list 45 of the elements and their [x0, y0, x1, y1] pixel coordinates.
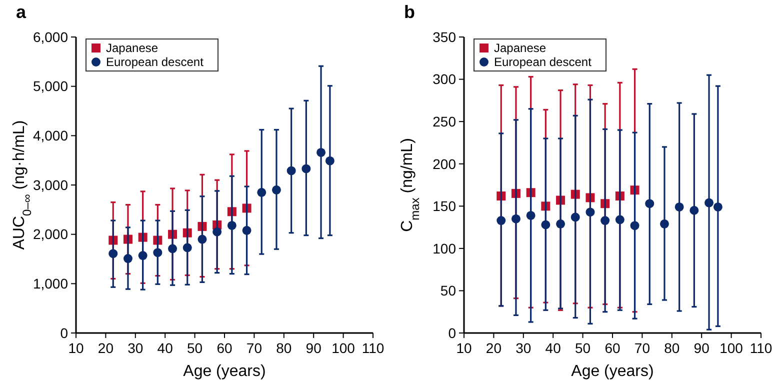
y-tick-label: 250	[432, 113, 456, 130]
y-tick-label: 1,000	[32, 276, 68, 292]
y-tick-label: 200	[432, 156, 456, 172]
x-axis-title: Age (years)	[183, 363, 266, 380]
y-tick-label: 0	[60, 324, 68, 341]
x-tick-label: 10	[456, 340, 472, 356]
chart-title: a	[16, 2, 27, 22]
x-axis-title: Age (years)	[571, 363, 654, 380]
y-tick-label: 100	[432, 240, 456, 256]
x-tick-label: 60	[604, 340, 620, 356]
y-tick-label: 2,000	[32, 226, 68, 242]
x-tick-label: 90	[694, 340, 710, 356]
legend-label: Japanese	[494, 41, 546, 56]
legend-label: Japanese	[106, 41, 158, 56]
y-tick-label: 300	[432, 71, 456, 88]
x-tick-label: 80	[276, 340, 292, 356]
y-tick-label: 4,000	[32, 128, 68, 144]
x-tick-label: 110	[750, 340, 772, 356]
x-tick-label: 10	[68, 340, 84, 356]
x-tick-label: 100	[720, 340, 744, 356]
y-tick-label: 150	[432, 198, 456, 214]
y-tick-label: 3,000	[32, 176, 68, 193]
x-tick-label: 50	[575, 340, 591, 356]
x-tick-label: 20	[98, 340, 114, 356]
x-tick-label: 70	[246, 340, 262, 356]
y-tick-label: 6,000	[32, 28, 68, 45]
y-tick-label: 5,000	[32, 78, 68, 94]
y-tick-label: 50	[440, 282, 456, 299]
x-tick-label: 40	[545, 340, 562, 356]
y-tick-label: 350	[432, 28, 456, 45]
x-tick-label: 40	[157, 340, 174, 356]
x-tick-label: 90	[306, 340, 322, 356]
x-tick-label: 100	[332, 340, 356, 356]
x-tick-label: 110	[362, 340, 384, 356]
chart-title: b	[404, 2, 415, 22]
legend-label: European descent	[494, 55, 592, 70]
y-tick-label: 0	[448, 324, 456, 341]
x-tick-label: 70	[634, 340, 650, 356]
legend-label: European descent	[106, 55, 204, 70]
x-tick-label: 30	[516, 340, 532, 356]
x-tick-label: 20	[486, 340, 502, 356]
x-tick-label: 50	[187, 340, 203, 356]
x-tick-label: 30	[128, 340, 144, 356]
x-tick-label: 60	[216, 340, 232, 356]
x-tick-label: 80	[664, 340, 680, 356]
